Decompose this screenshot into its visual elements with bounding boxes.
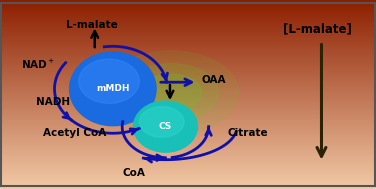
- Text: [L-malate]: [L-malate]: [283, 23, 352, 36]
- Ellipse shape: [141, 74, 202, 111]
- Text: CoA: CoA: [122, 168, 145, 178]
- Ellipse shape: [103, 51, 239, 134]
- Ellipse shape: [124, 64, 218, 122]
- Text: Citrate: Citrate: [227, 128, 268, 138]
- Ellipse shape: [139, 107, 184, 137]
- Text: NAD$^+$: NAD$^+$: [21, 58, 55, 71]
- Text: CS: CS: [159, 122, 172, 131]
- Text: mMDH: mMDH: [96, 84, 130, 93]
- Ellipse shape: [79, 59, 139, 103]
- Text: NADH: NADH: [36, 97, 70, 107]
- Text: OAA: OAA: [201, 75, 226, 85]
- Text: Acetyl CoA: Acetyl CoA: [43, 128, 106, 138]
- Text: L-malate: L-malate: [66, 20, 118, 29]
- Ellipse shape: [70, 52, 156, 126]
- Ellipse shape: [133, 101, 197, 152]
